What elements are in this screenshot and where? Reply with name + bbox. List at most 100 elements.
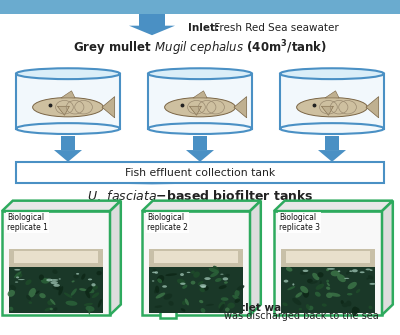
Ellipse shape	[72, 280, 75, 282]
FancyBboxPatch shape	[14, 251, 98, 263]
Ellipse shape	[352, 307, 360, 313]
Ellipse shape	[312, 273, 319, 280]
Ellipse shape	[64, 292, 72, 298]
Ellipse shape	[348, 270, 351, 273]
Ellipse shape	[225, 308, 230, 312]
FancyBboxPatch shape	[139, 14, 165, 26]
Polygon shape	[193, 91, 207, 98]
Polygon shape	[186, 150, 214, 162]
Text: Biological
replicate 3: Biological replicate 3	[279, 213, 320, 232]
FancyBboxPatch shape	[9, 249, 103, 267]
Ellipse shape	[322, 304, 327, 307]
FancyBboxPatch shape	[148, 74, 252, 129]
Ellipse shape	[177, 279, 186, 285]
Ellipse shape	[204, 286, 209, 291]
Ellipse shape	[50, 308, 53, 310]
Ellipse shape	[14, 271, 22, 278]
Ellipse shape	[41, 278, 50, 284]
Ellipse shape	[157, 275, 164, 283]
Ellipse shape	[300, 270, 309, 275]
Ellipse shape	[66, 300, 77, 306]
Ellipse shape	[28, 288, 36, 297]
Ellipse shape	[155, 271, 158, 274]
Ellipse shape	[352, 307, 358, 316]
FancyBboxPatch shape	[281, 249, 375, 267]
Ellipse shape	[356, 289, 360, 293]
Polygon shape	[189, 106, 202, 115]
Ellipse shape	[18, 279, 25, 280]
Ellipse shape	[280, 123, 384, 134]
Ellipse shape	[157, 278, 162, 283]
Text: Inlet:: Inlet:	[188, 23, 219, 33]
Ellipse shape	[234, 298, 240, 303]
Ellipse shape	[284, 280, 288, 283]
Ellipse shape	[316, 284, 324, 290]
Ellipse shape	[156, 292, 165, 298]
Ellipse shape	[338, 270, 340, 272]
Ellipse shape	[297, 97, 367, 117]
Ellipse shape	[292, 283, 294, 285]
Polygon shape	[110, 201, 121, 315]
Ellipse shape	[360, 271, 365, 273]
Ellipse shape	[81, 274, 86, 280]
Ellipse shape	[191, 281, 195, 284]
Ellipse shape	[16, 272, 22, 278]
Ellipse shape	[329, 292, 340, 297]
Ellipse shape	[86, 306, 94, 312]
Ellipse shape	[53, 280, 58, 284]
Ellipse shape	[47, 300, 53, 305]
Ellipse shape	[165, 273, 177, 276]
Ellipse shape	[307, 279, 313, 283]
Ellipse shape	[326, 280, 329, 283]
Ellipse shape	[348, 282, 357, 289]
Text: Biological
replicate 1: Biological replicate 1	[7, 213, 48, 232]
Ellipse shape	[180, 273, 184, 276]
Ellipse shape	[180, 282, 186, 285]
Ellipse shape	[58, 286, 63, 295]
Ellipse shape	[50, 299, 56, 305]
Ellipse shape	[86, 286, 92, 293]
Ellipse shape	[326, 268, 329, 271]
Ellipse shape	[215, 278, 222, 282]
Ellipse shape	[303, 289, 309, 298]
Text: Biological
replicate 2: Biological replicate 2	[147, 213, 188, 232]
Polygon shape	[142, 201, 261, 211]
Ellipse shape	[346, 272, 349, 275]
FancyBboxPatch shape	[16, 74, 120, 129]
Ellipse shape	[310, 281, 318, 284]
FancyBboxPatch shape	[149, 249, 243, 313]
Ellipse shape	[26, 295, 31, 300]
FancyBboxPatch shape	[149, 249, 243, 267]
Polygon shape	[234, 96, 247, 118]
Polygon shape	[318, 150, 346, 162]
Ellipse shape	[347, 293, 352, 295]
Text: $\bf{\it{U.\ fasciata}}$$\bf{-based\ biofilter\ tanks}$: $\bf{\it{U.\ fasciata}}$$\bf{-based\ bio…	[87, 189, 313, 203]
Ellipse shape	[299, 308, 302, 311]
Ellipse shape	[209, 268, 219, 273]
Ellipse shape	[221, 297, 228, 301]
Ellipse shape	[71, 288, 77, 296]
Ellipse shape	[92, 285, 98, 290]
Ellipse shape	[218, 301, 225, 309]
Polygon shape	[366, 96, 379, 118]
Ellipse shape	[352, 269, 358, 272]
Ellipse shape	[59, 278, 61, 280]
Ellipse shape	[368, 275, 374, 279]
Ellipse shape	[317, 272, 324, 277]
Ellipse shape	[84, 303, 93, 306]
Ellipse shape	[152, 269, 157, 272]
Ellipse shape	[331, 270, 340, 276]
Ellipse shape	[185, 298, 189, 306]
Ellipse shape	[295, 292, 302, 298]
Ellipse shape	[182, 285, 188, 289]
Ellipse shape	[369, 283, 376, 285]
Polygon shape	[151, 300, 185, 308]
Ellipse shape	[73, 275, 79, 279]
Ellipse shape	[152, 272, 156, 273]
Ellipse shape	[280, 68, 384, 79]
Ellipse shape	[227, 303, 235, 309]
Ellipse shape	[220, 274, 224, 275]
Ellipse shape	[337, 274, 346, 282]
Polygon shape	[57, 106, 70, 115]
Ellipse shape	[46, 279, 52, 281]
